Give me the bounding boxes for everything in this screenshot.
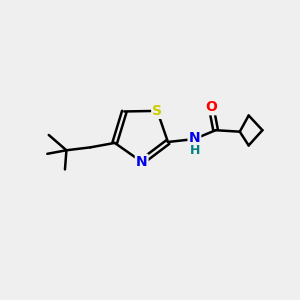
Text: N: N (136, 155, 148, 169)
Text: N: N (189, 130, 200, 145)
Text: O: O (205, 100, 217, 114)
Text: H: H (190, 144, 200, 157)
Text: S: S (152, 104, 162, 118)
